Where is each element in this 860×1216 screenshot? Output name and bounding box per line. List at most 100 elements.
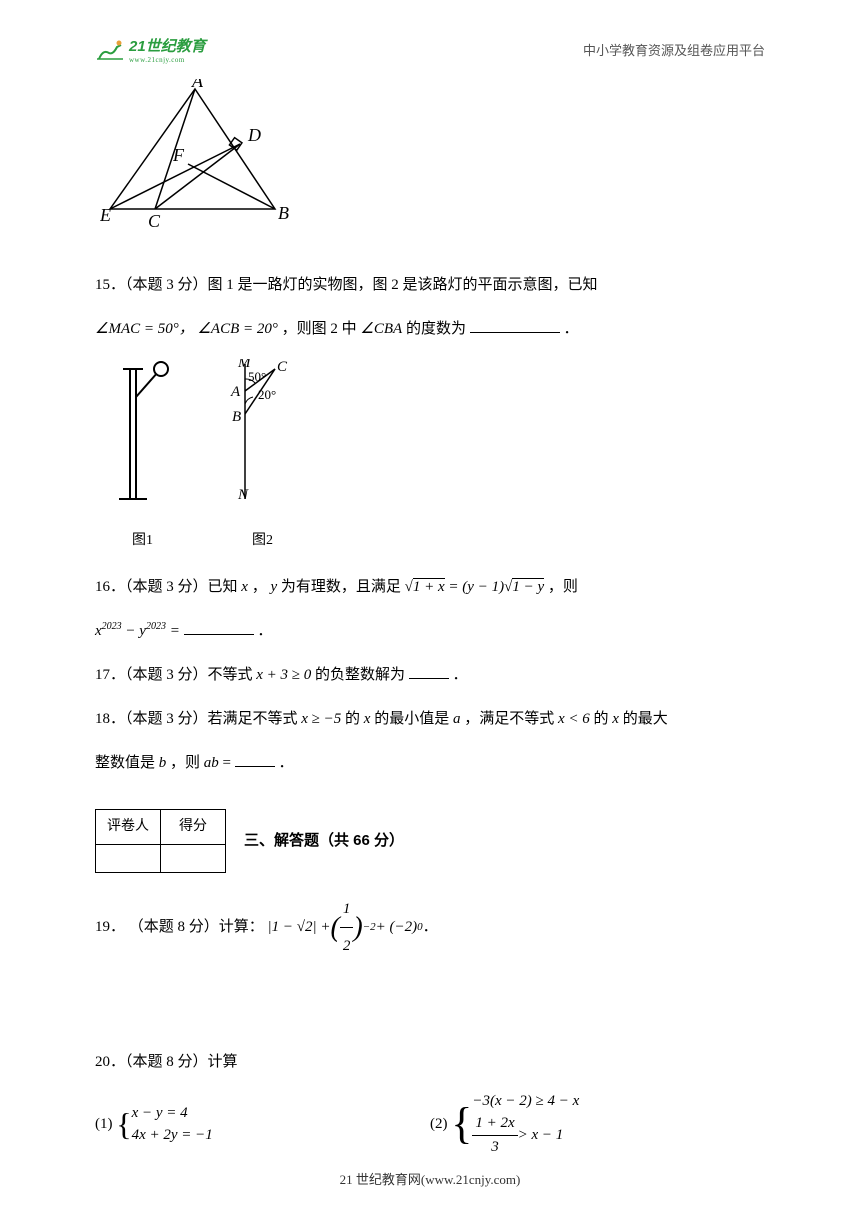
q19-prefix: 19． （本题 8 分）计算： [95, 909, 264, 945]
lamp-label-C: C [277, 359, 288, 375]
q16-m1: ， [252, 579, 267, 595]
q18-m5: 的最大 [623, 711, 668, 727]
q18-i1: x ≥ −5 [301, 711, 341, 727]
question-20: 20．（本题 8 分）计算 [95, 1044, 765, 1080]
q15-suffix: ． [563, 321, 578, 337]
question-16-line2: x2023 − y2023 = ． [95, 613, 765, 649]
q18-x2: x [612, 711, 619, 727]
question-18: 18．（本题 3 分）若满足不等式 x ≥ −5 的 x 的最小值是 a ，满足… [95, 701, 765, 737]
q16-blank [184, 619, 254, 635]
q18-prefix: 18．（本题 3 分）若满足不等式 [95, 711, 301, 727]
q17-suffix: ． [453, 667, 468, 683]
q16-y: y [270, 579, 277, 595]
lamp-fig2: M C A B N 50° 20° 图2 [220, 359, 305, 557]
fig1-label: 图1 [115, 524, 170, 558]
q17-prefix: 17．（本题 3 分）不等式 [95, 667, 256, 683]
vertex-label: A [191, 79, 204, 91]
vertex-label: F [172, 145, 185, 165]
q20-sys2: { −3(x − 2) ≥ 4 − x 1 + 2x3 > x − 1 [451, 1090, 579, 1159]
fig2-label: 图2 [220, 524, 305, 558]
q16-expr2: x2023 − y2023 = [95, 623, 184, 639]
score-cell [161, 844, 226, 872]
lamp-fig1: 图1 [115, 359, 170, 557]
q20-subs: (1) { x − y = 4 4x + 2y = −1 (2) { −3(x … [95, 1090, 765, 1159]
q16-suffix: ． [257, 623, 272, 639]
vertex-label: D [247, 125, 261, 145]
logo-text: 21世纪教育 [129, 35, 206, 56]
q15-angle1: ∠MAC = 50°， [95, 321, 194, 337]
header-caption: 中小学教育资源及组卷应用平台 [583, 40, 765, 59]
q15-mid: ，则图 2 中 [282, 321, 357, 337]
lamp-label-B: B [232, 409, 241, 425]
q20-sub2: (2) { −3(x − 2) ≥ 4 − x 1 + 2x3 > x − 1 [430, 1090, 765, 1159]
q17-blank [409, 663, 449, 679]
score-th1: 评卷人 [96, 810, 161, 845]
q19-expr: |1 − √2| + (12)−2 + (−2)0 [264, 891, 423, 964]
score-cell [96, 844, 161, 872]
vertex-label: B [278, 203, 289, 223]
question-17: 17．（本题 3 分）不等式 x + 3 ≥ 0 的负整数解为 ． [95, 657, 765, 693]
q15-mid2: 的度数为 [406, 321, 466, 337]
q18-m1: 的 [345, 711, 364, 727]
q18-ab: ab [204, 755, 219, 771]
q18-b: b [159, 755, 167, 771]
q18-a: a [453, 711, 461, 727]
q20-p1: (1) [95, 1106, 113, 1142]
q18-m3: ，满足不等式 [464, 711, 558, 727]
section-3-title: 三、解答题（共 66 分） [244, 823, 404, 859]
question-15-line2: ∠MAC = 50°， ∠ACB = 20° ，则图 2 中 ∠CBA 的度数为… [95, 311, 765, 347]
q16-x: x [241, 579, 248, 595]
q20-sub1: (1) { x − y = 4 4x + 2y = −1 [95, 1090, 430, 1159]
question-18-line2: 整数值是 b ，则 ab = ． [95, 745, 765, 781]
sys2-l1: −3(x − 2) ≥ 4 − x [472, 1093, 579, 1109]
q20-prefix: 20．（本题 8 分）计算 [95, 1054, 238, 1070]
triangle-figure: A B C D E F [100, 79, 300, 234]
runner-icon [95, 39, 125, 61]
lamp-figures: 图1 M C A B N 50° 20° [115, 359, 765, 557]
question-15: 15．（本题 3 分）图 1 是一路灯的实物图，图 2 是该路灯的平面示意图，已… [95, 267, 765, 303]
logo: 21世纪教育 www.21cnjy.com [95, 35, 206, 64]
q17-ineq: x + 3 ≥ 0 [256, 667, 311, 683]
q19-suffix: ． [423, 909, 438, 945]
score-th2: 得分 [161, 810, 226, 845]
vertex-label: E [100, 205, 111, 225]
sys2-l2: 1 + 2x3 > x − 1 [472, 1112, 563, 1158]
lamp-label-N: N [237, 487, 249, 503]
lamp-label-A: A [230, 384, 241, 400]
q15-text: 15．（本题 3 分）图 1 是一路灯的实物图，图 2 是该路灯的平面示意图，已… [95, 277, 598, 293]
question-16: 16．（本题 3 分）已知 x ， y 为有理数，且满足 √1 + x = (y… [95, 569, 765, 605]
q18-l2b: ，则 [170, 755, 204, 771]
lamp1-svg [115, 359, 170, 504]
q18-blank [235, 751, 275, 767]
q16-eq: √1 + x = (y − 1)√1 − y [405, 578, 548, 595]
lamp-angle20: 20° [258, 387, 276, 402]
logo-sub: www.21cnjy.com [129, 56, 206, 64]
q20-sys1: { x − y = 4 4x + 2y = −1 [116, 1102, 213, 1147]
q18-l2a: 整数值是 [95, 755, 159, 771]
q18-m4: 的 [594, 711, 613, 727]
q17-mid: 的负整数解为 [315, 667, 405, 683]
question-19: 19． （本题 8 分）计算： |1 − √2| + (12)−2 + (−2)… [95, 891, 765, 964]
score-row: 评卷人 得分 三、解答题（共 66 分） [95, 809, 765, 873]
content: A B C D E F 15．（本题 3 分）图 1 是一路灯的实物图，图 2 … [95, 74, 765, 1158]
q15-blank [470, 317, 560, 333]
q16-m2: 为有理数，且满足 [281, 579, 405, 595]
vertex-label: C [148, 211, 161, 231]
q18-l2c: = [223, 755, 235, 771]
page-footer: 21 世纪教育网(www.21cnjy.com) [0, 1169, 860, 1188]
lamp-angle50: 50° [248, 369, 266, 384]
q18-i2: x < 6 [558, 711, 590, 727]
q18-m2: 的最小值是 [374, 711, 453, 727]
lamp2-svg: M C A B N 50° 20° [220, 359, 305, 504]
sys1-l1: x − y = 4 [132, 1105, 188, 1121]
logo-text-block: 21世纪教育 www.21cnjy.com [129, 35, 206, 64]
page-header: 21世纪教育 www.21cnjy.com 中小学教育资源及组卷应用平台 [95, 35, 765, 64]
q15-angle3: ∠CBA [360, 321, 402, 337]
sys1-l2: 4x + 2y = −1 [132, 1127, 213, 1143]
q18-suffix: ． [279, 755, 294, 771]
q18-x1: x [364, 711, 371, 727]
q16-prefix: 16．（本题 3 分）已知 [95, 579, 241, 595]
q15-angle2: ∠ACB = 20° [197, 321, 277, 337]
q20-p2: (2) [430, 1106, 448, 1142]
score-table: 评卷人 得分 [95, 809, 226, 873]
